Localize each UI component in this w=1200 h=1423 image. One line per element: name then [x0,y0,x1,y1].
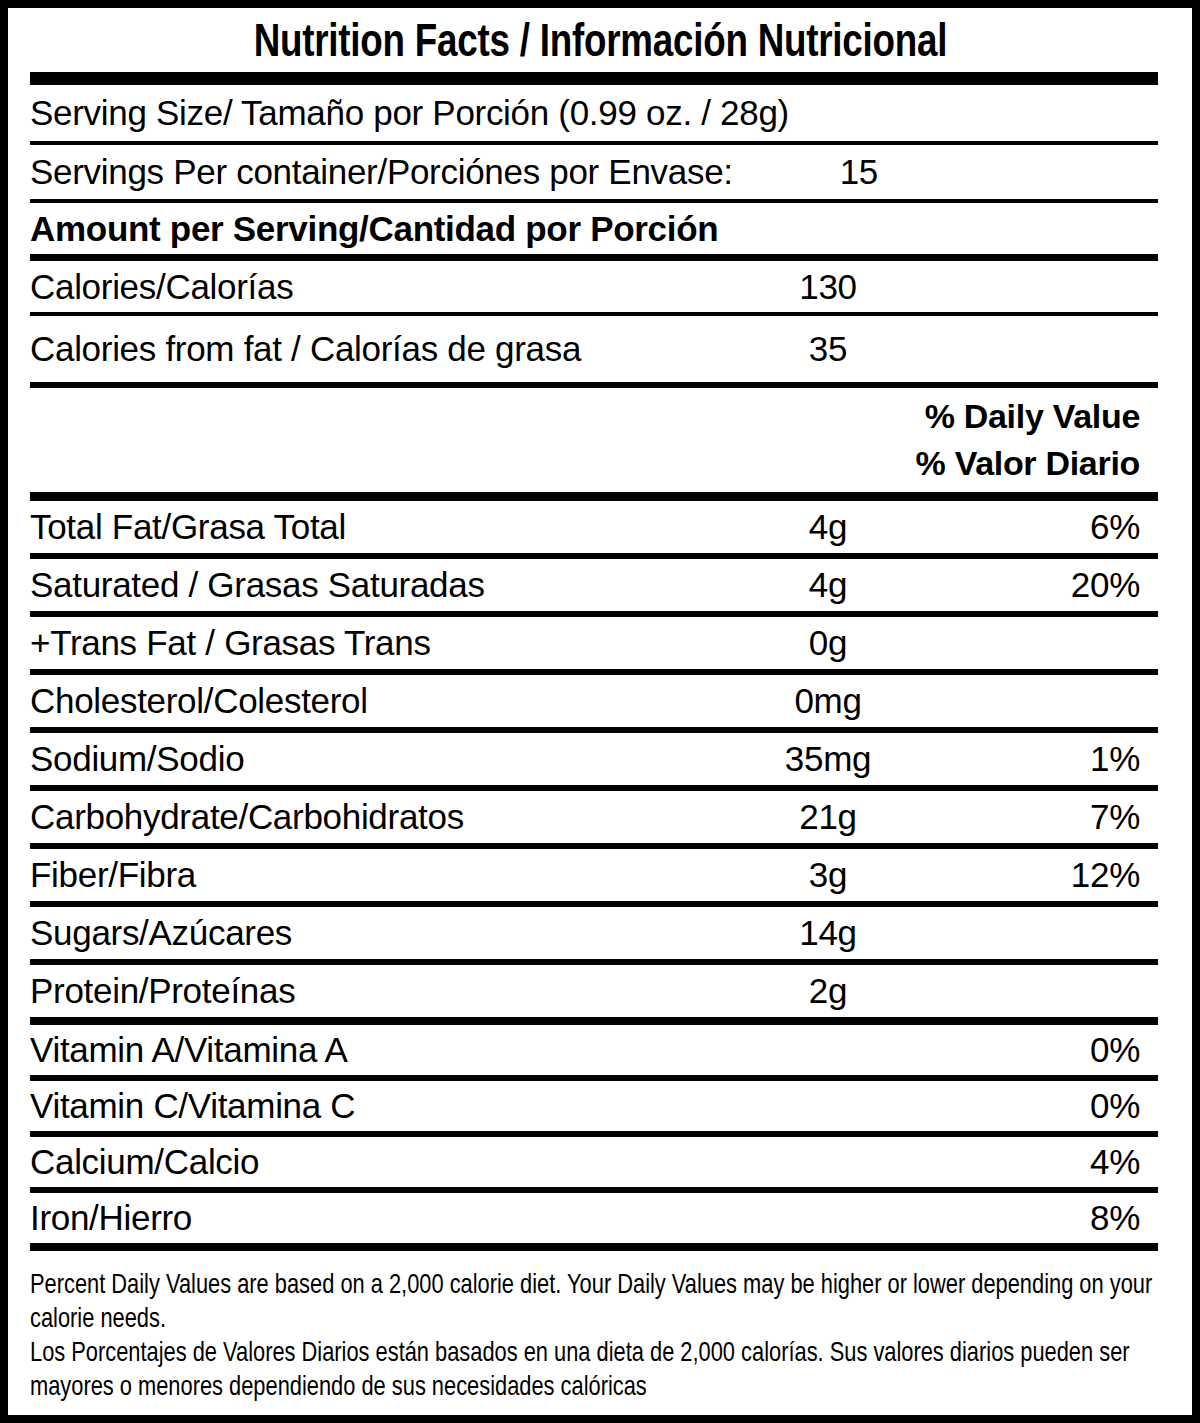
micronutrient-percent: 0% [968,1030,1158,1070]
micronutrient-label: Vitamin A/Vitamina A [30,1030,968,1070]
row-servings-per-container: Servings Per container/Porciónes por Env… [30,145,1158,203]
nutrient-amount: 3g [688,855,968,895]
calories-value: 130 [688,267,968,307]
micronutrient-label: Iron/Hierro [30,1198,968,1238]
nutrient-label: Total Fat/Grasa Total [30,507,688,547]
nutrient-percent: 12% [968,855,1158,895]
row-vitamin-a: Vitamin A/Vitamina A 0% [30,1025,1158,1081]
row-amount-per-serving: Amount per Serving/Cantidad por Porción [30,203,1158,261]
nutrient-label: Saturated / Grasas Saturadas [30,565,688,605]
nutrient-percent: 7% [968,797,1158,837]
nutrient-label: Sodium/Sodio [30,739,688,779]
nutrient-amount: 4g [688,507,968,547]
row-vitamin-c: Vitamin C/Vitamina C 0% [30,1081,1158,1137]
nutrient-amount: 14g [688,913,968,953]
micronutrient-percent: 0% [968,1086,1158,1126]
row-calories-from-fat: Calories from fat / Calorías de grasa 35 [30,316,1158,388]
amount-per-serving-label: Amount per Serving/Cantidad por Porción [30,209,1158,249]
nutrient-amount: 35mg [688,739,968,779]
row-trans-fat: +Trans Fat / Grasas Trans 0g [30,617,1158,675]
footnotes: Percent Daily Values are based on a 2,00… [8,1251,1192,1415]
nutrient-label: Cholesterol/Colesterol [30,681,688,721]
page-title: Nutrition Facts / Información Nutriciona… [253,13,947,67]
nutrition-facts-label: Nutrition Facts / Información Nutriciona… [0,0,1200,1423]
nutrient-label: Carbohydrate/Carbohidratos [30,797,688,837]
nutrient-label: Protein/Proteínas [30,971,688,1011]
calories-from-fat-label: Calories from fat / Calorías de grasa [30,329,688,369]
label-header: Nutrition Facts / Información Nutriciona… [8,8,1192,72]
daily-value-header-en: % Daily Value [30,397,1158,436]
micronutrient-percent: 4% [968,1142,1158,1182]
servings-per-container-value: 15 [733,152,985,192]
micronutrient-label: Vitamin C/Vitamina C [30,1086,968,1126]
row-serving-size: Serving Size/ Tamaño por Porción (0.99 o… [30,85,1158,145]
row-sugars: Sugars/Azúcares 14g [30,907,1158,965]
title-divider-bar [30,72,1158,85]
daily-value-header: % Daily Value % Valor Diario [30,388,1158,501]
nutrient-label: +Trans Fat / Grasas Trans [30,623,688,663]
servings-per-container-label: Servings Per container/Porciónes por Env… [30,152,733,192]
nutrient-label: Fiber/Fibra [30,855,688,895]
micronutrient-label: Calcium/Calcio [30,1142,968,1182]
serving-size-label: Serving Size/ Tamaño por Porción (0.99 o… [30,93,1158,133]
daily-value-header-es: % Valor Diario [30,444,1158,483]
footnote-english: Percent Daily Values are based on a 2,00… [30,1267,1158,1335]
row-total-fat: Total Fat/Grasa Total 4g 6% [30,501,1158,559]
row-fiber: Fiber/Fibra 3g 12% [30,849,1158,907]
nutrient-amount: 2g [688,971,968,1011]
calories-label: Calories/Calorías [30,267,688,307]
nutrient-percent: 6% [968,507,1158,547]
nutrient-amount: 21g [688,797,968,837]
nutrient-label: Sugars/Azúcares [30,913,688,953]
row-sodium: Sodium/Sodio 35mg 1% [30,733,1158,791]
footnote-spanish: Los Porcentajes de Valores Diarios están… [30,1335,1158,1403]
nutrient-percent: 20% [968,565,1158,605]
row-calories: Calories/Calorías 130 [30,261,1158,316]
micronutrient-percent: 8% [968,1198,1158,1238]
row-cholesterol: Cholesterol/Colesterol 0mg [30,675,1158,733]
nutrient-amount: 0mg [688,681,968,721]
row-saturated-fat: Saturated / Grasas Saturadas 4g 20% [30,559,1158,617]
row-iron: Iron/Hierro 8% [30,1193,1158,1251]
row-carbohydrate: Carbohydrate/Carbohidratos 21g 7% [30,791,1158,849]
calories-from-fat-value: 35 [688,329,968,369]
nutrient-amount: 4g [688,565,968,605]
row-protein: Protein/Proteínas 2g [30,965,1158,1025]
nutrient-percent: 1% [968,739,1158,779]
row-calcium: Calcium/Calcio 4% [30,1137,1158,1193]
nutrient-amount: 0g [688,623,968,663]
